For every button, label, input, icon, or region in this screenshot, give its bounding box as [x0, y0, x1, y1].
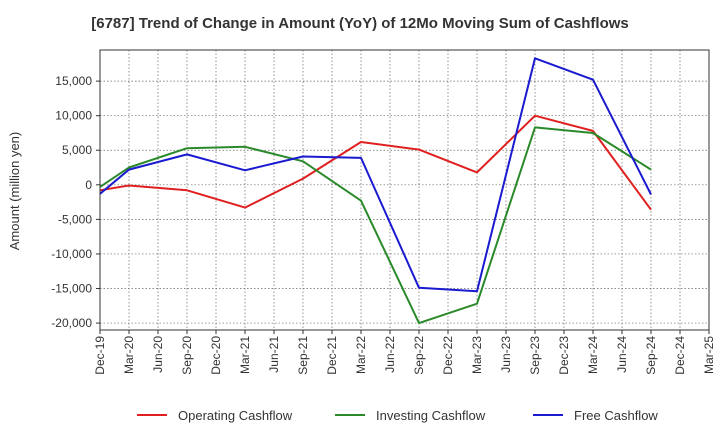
x-tick-label: Mar-21	[238, 336, 252, 374]
x-tick-label: Sep-20	[180, 336, 194, 375]
x-tick-label: Dec-22	[441, 336, 455, 375]
y-tick-label: -20,000	[51, 316, 92, 330]
x-tick-label: Dec-21	[325, 336, 339, 375]
y-tick-label: 5,000	[62, 143, 92, 157]
legend: Operating Cashflow Investing Cashflow Free…	[137, 408, 658, 423]
legend-label: Operating Cashflow	[178, 408, 293, 423]
series-line-investing-cashflow	[99, 126, 652, 325]
x-tick-label: Sep-24	[644, 336, 658, 375]
y-tick-label: 0	[85, 178, 92, 192]
plot-frame	[99, 49, 710, 331]
x-axis-ticks: Dec-19 Mar-20 Jun-20 Sep-20 Dec-20 Mar-21 Jun-…	[93, 330, 716, 375]
x-tick-label: Sep-22	[412, 336, 426, 375]
legend-label: Free Cashflow	[574, 408, 658, 423]
x-tick-label: Jun-24	[615, 336, 629, 373]
y-tick-label: -10,000	[51, 247, 92, 261]
x-tick-label: Mar-20	[122, 336, 136, 374]
x-tick-label: Jun-22	[383, 336, 397, 373]
y-tick-label: 10,000	[55, 109, 92, 123]
x-tick-label: Sep-21	[296, 336, 310, 375]
x-tick-label: Jun-21	[267, 336, 281, 373]
x-tick-label: Dec-20	[209, 336, 223, 375]
legend-label: Investing Cashflow	[376, 408, 486, 423]
grid-lines	[99, 50, 710, 330]
y-tick-label: 15,000	[55, 74, 92, 88]
y-tick-label: -15,000	[51, 282, 92, 296]
x-tick-label: Mar-22	[354, 336, 368, 374]
x-tick-label: Dec-24	[673, 336, 687, 375]
series-line-free-cashflow	[99, 57, 652, 293]
y-tick-label: -5,000	[58, 212, 92, 226]
x-tick-label: Jun-20	[151, 336, 165, 373]
x-tick-label: Mar-25	[702, 336, 716, 374]
x-tick-label: Dec-23	[557, 336, 571, 375]
series-lines	[99, 57, 652, 325]
x-tick-label: Mar-23	[470, 336, 484, 374]
chart-title: [6787] Trend of Change in Amount (YoY) o…	[91, 15, 629, 32]
x-tick-label: Jun-23	[499, 336, 513, 373]
x-tick-label: Dec-19	[93, 336, 107, 375]
x-tick-label: Sep-23	[528, 336, 542, 375]
series-line-operating-cashflow	[99, 114, 652, 211]
y-axis-label: Amount (million yen)	[7, 132, 22, 251]
x-tick-label: Mar-24	[586, 336, 600, 374]
y-axis-ticks: -20,000 -15,000 -10,000 -5,000 0 5,000 10,000 1…	[51, 74, 100, 330]
